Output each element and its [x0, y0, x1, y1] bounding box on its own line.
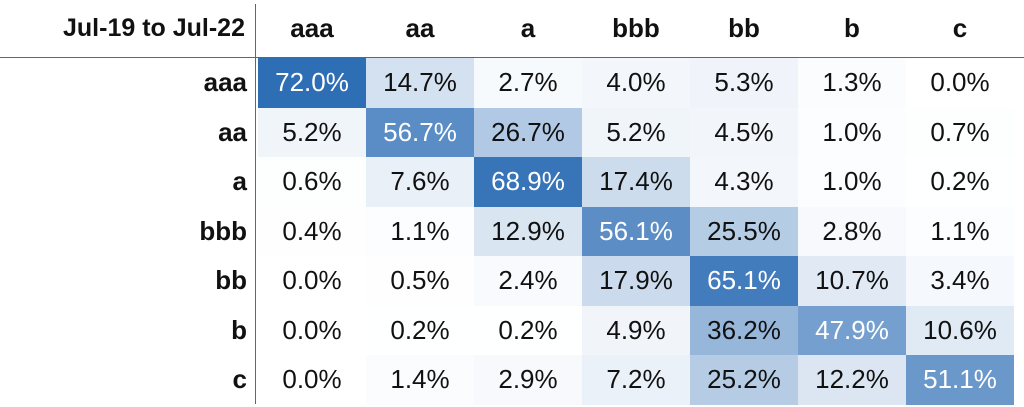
value-cell: 36.2% — [690, 305, 798, 355]
value-cell: 51.1% — [906, 355, 1014, 405]
value-cell: 2.8% — [798, 206, 906, 256]
value-cell: 5.2% — [582, 107, 690, 157]
value-cell: 17.4% — [582, 157, 690, 207]
value-cell: 0.7% — [906, 107, 1014, 157]
value-cell: 56.1% — [582, 206, 690, 256]
value-cell: 65.1% — [690, 256, 798, 306]
value-cell: 1.1% — [906, 206, 1014, 256]
value-cell: 0.6% — [258, 157, 366, 207]
value-cell: 1.0% — [798, 107, 906, 157]
value-cell: 1.0% — [798, 157, 906, 207]
column-header: a — [520, 13, 536, 43]
corner-label: Jul-19 to Jul-22 — [63, 14, 245, 42]
value-cell: 4.0% — [582, 58, 690, 108]
value-cell: 3.4% — [906, 256, 1014, 306]
value-cell: 12.2% — [798, 355, 906, 405]
value-cell: 0.5% — [366, 256, 474, 306]
value-cell: 1.1% — [366, 206, 474, 256]
row-header: aaa — [203, 67, 247, 98]
column-header: bbb — [612, 13, 660, 43]
value-cell: 2.7% — [474, 58, 582, 108]
value-cell: 0.0% — [258, 256, 366, 306]
divider — [255, 4, 256, 404]
row-header: bb — [215, 265, 247, 296]
row-header: bbb — [199, 215, 247, 246]
value-cell: 0.2% — [906, 157, 1014, 207]
row-header: b — [231, 314, 247, 345]
divider — [0, 57, 1024, 58]
value-cell: 72.0% — [258, 58, 366, 108]
value-cell: 0.0% — [906, 58, 1014, 108]
value-cell: 25.5% — [690, 206, 798, 256]
value-cell: 5.3% — [690, 58, 798, 108]
value-cell: 26.7% — [474, 107, 582, 157]
value-cell: 4.3% — [690, 157, 798, 207]
value-cell: 1.4% — [366, 355, 474, 405]
value-cell: 10.7% — [798, 256, 906, 306]
column-header: aa — [405, 13, 435, 43]
value-cell: 7.6% — [366, 157, 474, 207]
value-cell: 2.4% — [474, 256, 582, 306]
value-cell: 14.7% — [366, 58, 474, 108]
value-cell: 0.0% — [258, 305, 366, 355]
value-cell: 0.4% — [258, 206, 366, 256]
value-cell: 10.6% — [906, 305, 1014, 355]
value-cell: 0.2% — [366, 305, 474, 355]
row-header: a — [232, 166, 247, 197]
value-cell: 1.3% — [798, 58, 906, 108]
value-cell: 17.9% — [582, 256, 690, 306]
value-cell: 4.5% — [690, 107, 798, 157]
value-cell: 12.9% — [474, 206, 582, 256]
column-header: c — [952, 13, 968, 43]
value-cell: 47.9% — [798, 305, 906, 355]
value-cell: 5.2% — [258, 107, 366, 157]
column-header: aaa — [290, 13, 334, 43]
row-header: c — [232, 364, 247, 395]
value-cell: 0.2% — [474, 305, 582, 355]
value-cell: 2.9% — [474, 355, 582, 405]
column-header: b — [844, 13, 860, 43]
value-cell: 25.2% — [690, 355, 798, 405]
value-cell: 7.2% — [582, 355, 690, 405]
column-header: bb — [728, 13, 760, 43]
value-cell: 68.9% — [474, 157, 582, 207]
value-cell: 0.0% — [258, 355, 366, 405]
value-cell: 4.9% — [582, 305, 690, 355]
value-cell: 56.7% — [366, 107, 474, 157]
row-header: aa — [218, 116, 247, 147]
